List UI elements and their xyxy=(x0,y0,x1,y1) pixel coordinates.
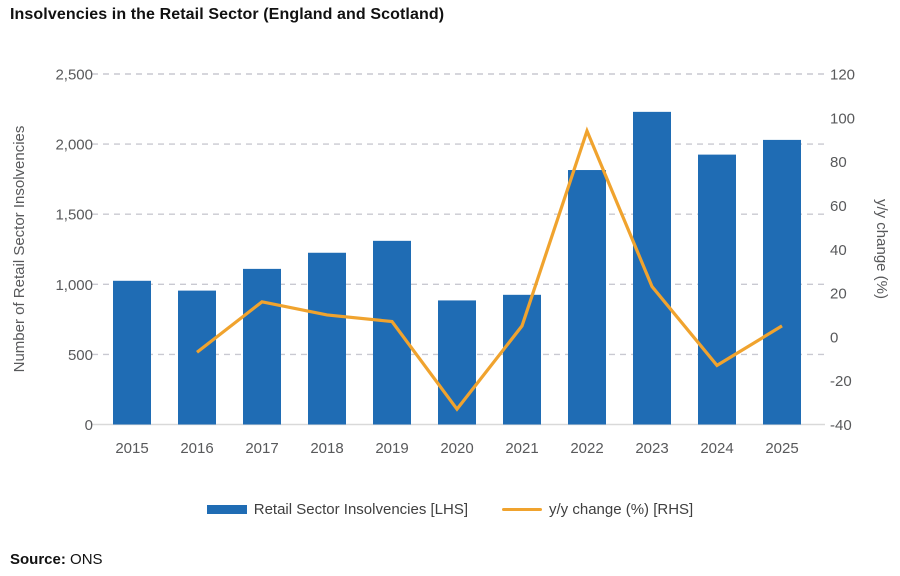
x-axis-tick-label: 2024 xyxy=(700,440,733,457)
right-axis-tick-label: 80 xyxy=(830,154,847,171)
x-axis-tick-label: 2025 xyxy=(765,440,798,457)
chart-legend: Retail Sector Insolvencies [LHS] y/y cha… xyxy=(0,501,900,518)
bar-2023 xyxy=(633,111,671,425)
bar-2016 xyxy=(178,290,216,425)
bar-series-swatch xyxy=(206,505,247,514)
left-axis-tick-label: 0 xyxy=(85,417,93,434)
source-value: ONS xyxy=(70,551,103,568)
right-axis-title: y/y change (%) xyxy=(873,199,890,299)
x-axis-tick-label: 2023 xyxy=(635,440,668,457)
bar-2019 xyxy=(373,240,411,425)
bar-series-legend-label: Retail Sector Insolvencies [LHS] xyxy=(253,501,469,518)
bar-2018 xyxy=(308,252,346,425)
left-axis-tick-label: 1,000 xyxy=(55,277,93,294)
x-axis-tick-label: 2020 xyxy=(440,440,473,457)
left-axis-title: Number of Retail Sector Insolvencies xyxy=(11,126,28,373)
bar-2022 xyxy=(568,170,606,425)
bar-2025 xyxy=(763,139,801,425)
yy-change-line xyxy=(196,126,783,412)
legend-item-line: y/y change (%) [RHS] xyxy=(502,501,693,518)
right-axis-tick-label: 40 xyxy=(830,242,847,259)
right-axis-tick-label: -40 xyxy=(830,417,852,434)
x-axis-tick-label: 2018 xyxy=(310,440,343,457)
right-axis-tick-label: 20 xyxy=(830,286,847,303)
x-axis-tick-label: 2017 xyxy=(245,440,278,457)
right-axis-tick-label: 120 xyxy=(830,67,855,84)
legend-item-bars: Retail Sector Insolvencies [LHS] xyxy=(206,501,469,518)
chart-title: Insolvencies in the Retail Sector (Engla… xyxy=(10,6,445,23)
left-axis-tick-label: 1,500 xyxy=(55,207,93,224)
bar-2017 xyxy=(243,268,281,425)
left-axis-tick-label: 2,500 xyxy=(55,67,93,84)
bar-2021 xyxy=(503,294,541,425)
right-axis-tick-label: 60 xyxy=(830,198,847,215)
right-axis-tick-label: 100 xyxy=(830,110,855,127)
source-label: Source: xyxy=(10,551,66,568)
x-axis-tick-label: 2022 xyxy=(570,440,603,457)
bar-2024 xyxy=(698,154,736,425)
bar-2020 xyxy=(438,300,476,425)
x-axis-tick-label: 2015 xyxy=(115,440,148,457)
x-axis-tick-label: 2016 xyxy=(180,440,213,457)
line-series-legend-label: y/y change (%) [RHS] xyxy=(549,501,694,518)
left-axis-tick-label: 500 xyxy=(68,347,93,364)
left-axis-tick-label: 2,000 xyxy=(55,137,93,154)
bar-2015 xyxy=(113,280,151,425)
line-series-swatch xyxy=(502,507,543,512)
x-axis-tick-label: 2021 xyxy=(505,440,538,457)
source-line: Source: ONS xyxy=(10,551,103,568)
right-axis-tick-label: -20 xyxy=(830,373,852,390)
right-axis-tick-label: 0 xyxy=(830,329,838,346)
x-axis-tick-label: 2019 xyxy=(375,440,408,457)
